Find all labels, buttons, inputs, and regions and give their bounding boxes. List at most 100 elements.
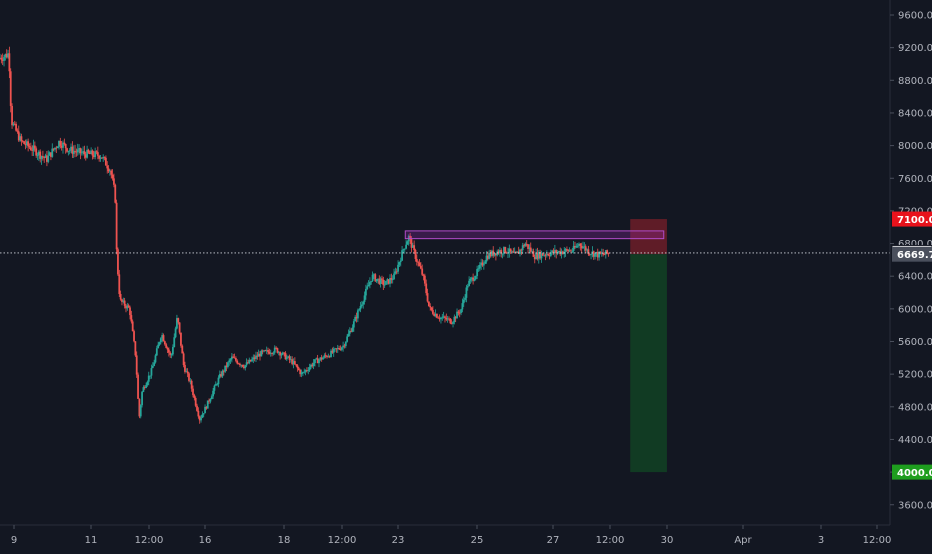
candle — [364, 284, 367, 300]
candle — [574, 241, 576, 250]
candle — [394, 267, 397, 275]
candle — [391, 275, 394, 284]
svg-text:7100.0: 7100.0 — [897, 215, 932, 226]
candle — [551, 249, 554, 255]
candle — [442, 311, 445, 319]
candle — [283, 352, 286, 357]
candle — [204, 404, 206, 414]
candle — [568, 247, 571, 252]
candle — [13, 120, 16, 126]
candle — [548, 252, 551, 260]
candle — [68, 148, 71, 155]
candle — [355, 312, 358, 323]
candle — [482, 260, 485, 270]
candle — [366, 282, 369, 291]
price-axis[interactable]: 9600.09200.08800.08400.08000.07600.07200… — [889, 0, 932, 525]
candle — [452, 321, 454, 328]
resistance-rectangle[interactable] — [404, 230, 665, 240]
stop-loss-zone[interactable] — [630, 219, 667, 255]
position-zones — [630, 219, 667, 473]
candle — [385, 280, 387, 285]
candle — [340, 346, 343, 352]
candle — [102, 154, 105, 162]
candle — [221, 369, 224, 378]
candle — [458, 309, 461, 318]
candle — [446, 315, 449, 323]
resistance-zone — [404, 230, 665, 240]
candle — [62, 140, 64, 154]
candle — [267, 347, 269, 355]
candle — [373, 273, 375, 280]
candle — [311, 362, 314, 368]
candle — [194, 396, 197, 408]
candle — [133, 329, 135, 343]
candle — [377, 278, 379, 284]
candle — [56, 145, 59, 149]
candle — [83, 145, 86, 159]
y-tick-label: 6000.0 — [898, 304, 932, 315]
candle — [82, 146, 84, 156]
candle — [405, 239, 408, 250]
candle — [213, 384, 216, 395]
candle — [484, 259, 487, 265]
candle — [414, 248, 417, 262]
candle — [520, 248, 523, 256]
candle — [259, 351, 261, 361]
candle — [445, 313, 448, 322]
candle — [27, 138, 30, 152]
candle — [39, 149, 42, 163]
candle — [263, 349, 265, 353]
target-price-badge: 4000.0 — [892, 464, 932, 480]
candle — [260, 349, 263, 357]
candle — [529, 242, 532, 254]
candle — [145, 382, 147, 389]
candle — [427, 301, 430, 307]
candle — [599, 251, 602, 255]
candle — [193, 393, 196, 401]
candle — [604, 250, 607, 259]
candle — [387, 279, 390, 285]
candle — [142, 385, 145, 393]
candle — [139, 404, 142, 419]
x-tick-label: 18 — [278, 535, 291, 546]
candle — [16, 128, 19, 134]
candle — [222, 369, 225, 376]
candle — [220, 371, 223, 378]
candle — [126, 302, 129, 311]
candle — [539, 249, 542, 260]
time-axis[interactable]: 9 11 12:00 16 18 12:00 23 25 27 12:00 30 Apr 3 12:00 — [0, 524, 891, 546]
candle — [271, 352, 273, 357]
candle — [399, 257, 402, 267]
x-tick-label: 12:00 — [135, 535, 164, 546]
candle — [543, 252, 546, 257]
x-tick-label: 27 — [547, 535, 560, 546]
candle — [279, 351, 282, 360]
candle — [75, 148, 78, 157]
candle — [533, 254, 536, 264]
candle — [497, 249, 500, 255]
take-profit-zone[interactable] — [630, 254, 667, 473]
candle — [310, 363, 312, 370]
candle — [537, 249, 540, 264]
candle — [202, 413, 205, 418]
candle — [327, 353, 330, 358]
candle — [492, 246, 495, 258]
candle — [122, 297, 125, 304]
candle — [588, 253, 591, 257]
candle — [504, 246, 507, 254]
candle — [432, 306, 434, 316]
candle — [493, 253, 496, 257]
candle — [350, 328, 353, 333]
candle — [328, 355, 331, 359]
candle — [481, 259, 484, 267]
candle — [335, 348, 338, 353]
candle — [549, 249, 552, 258]
candle — [545, 250, 548, 258]
candle — [598, 250, 601, 261]
candle — [217, 375, 220, 388]
candle — [567, 249, 570, 253]
candle — [472, 273, 475, 285]
candle — [189, 378, 192, 385]
